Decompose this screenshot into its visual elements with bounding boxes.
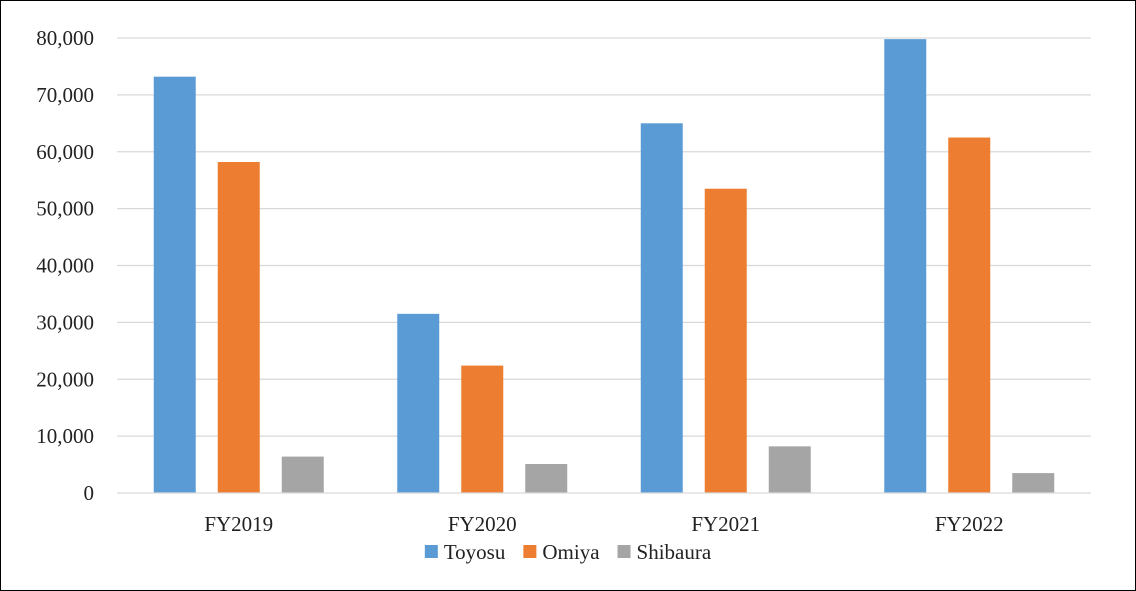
legend-label: Shibaura: [637, 540, 712, 564]
x-axis-tick-labels: FY2019 FY2020 FY2021 FY2022: [204, 512, 1003, 536]
bar-toyosu-fy2019: [153, 76, 196, 494]
bar-omiya-fy2020: [461, 365, 504, 493]
x-tick-label: FY2019: [204, 512, 273, 536]
y-tick-label: 40,000: [36, 254, 94, 278]
y-tick-label: 20,000: [36, 367, 94, 391]
bar-toyosu-fy2022: [884, 39, 927, 493]
y-tick-label: 10,000: [36, 424, 94, 448]
bar-omiya-fy2021: [704, 188, 747, 493]
legend: Toyosu Omiya Shibaura: [424, 540, 712, 564]
gridlines: [117, 37, 1091, 437]
x-tick-label: FY2021: [691, 512, 760, 536]
x-tick-label: FY2022: [935, 512, 1004, 536]
y-tick-label: 30,000: [36, 310, 94, 334]
bar-omiya-fy2019: [217, 161, 260, 494]
bar-shibaura-fy2020: [525, 463, 568, 493]
y-tick-label: 80,000: [36, 26, 94, 50]
legend-item-omiya: Omiya: [523, 540, 600, 564]
legend-label: Omiya: [542, 540, 600, 564]
bar-toyosu-fy2020: [397, 313, 440, 493]
legend-swatch: [523, 545, 537, 558]
legend-swatch: [617, 545, 631, 558]
bar-omiya-fy2022: [948, 137, 991, 493]
legend-swatch: [424, 545, 438, 558]
legend-item-shibaura: Shibaura: [617, 540, 712, 564]
bars: [153, 39, 1055, 494]
bar-shibaura-fy2022: [1012, 473, 1055, 493]
y-tick-label: 70,000: [36, 83, 94, 107]
x-tick-label: FY2020: [448, 512, 517, 536]
legend-item-toyosu: Toyosu: [424, 540, 506, 564]
y-tick-label: 50,000: [36, 197, 94, 221]
y-tick-label: 0: [84, 481, 95, 505]
bar-toyosu-fy2021: [640, 123, 683, 493]
legend-label: Toyosu: [444, 540, 506, 564]
y-axis-tick-labels: 0 10,000 20,000 30,000 40,000 50,000 60,000 70,…: [36, 26, 94, 505]
bar-shibaura-fy2021: [768, 446, 811, 493]
bar-shibaura-fy2019: [281, 456, 324, 493]
y-tick-label: 60,000: [36, 140, 94, 164]
